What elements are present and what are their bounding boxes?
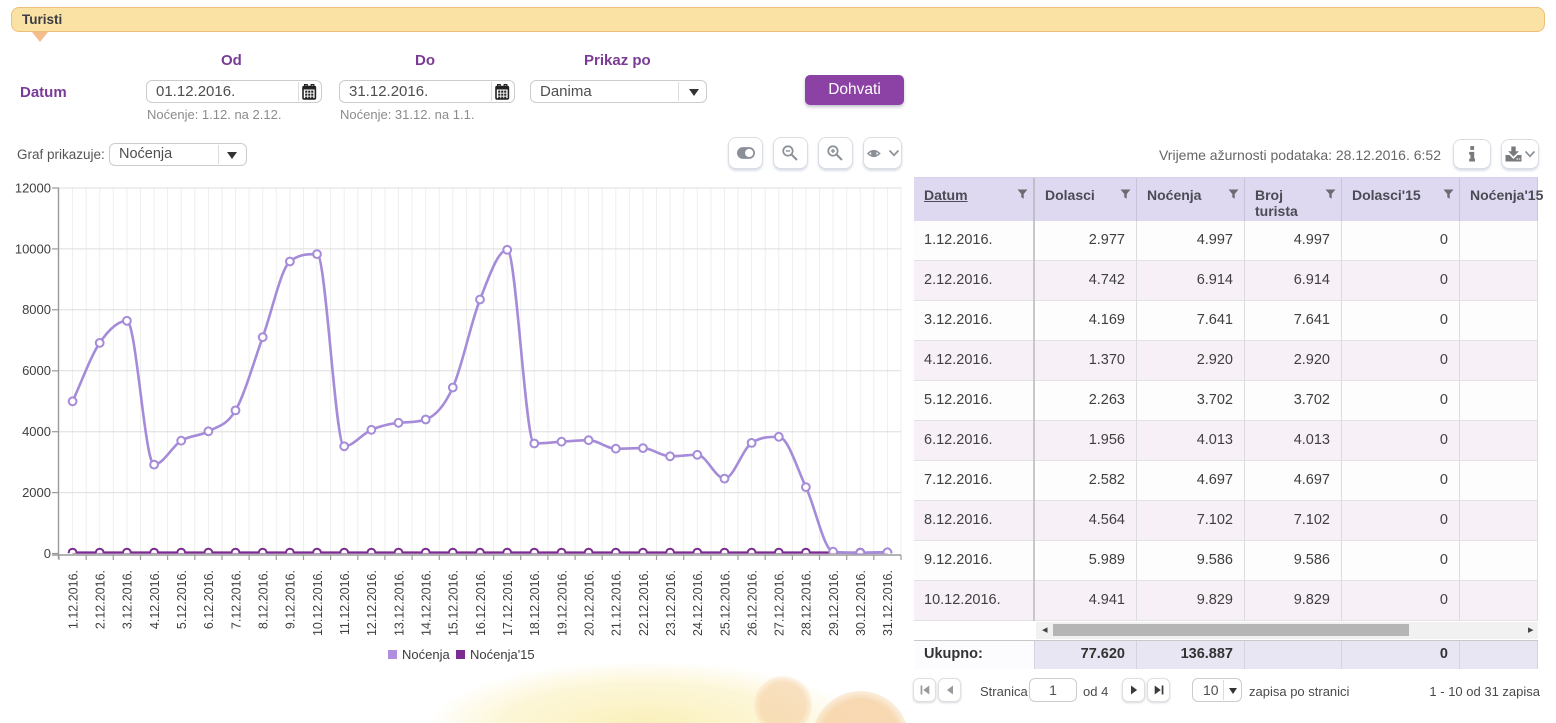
svg-text:16.12.2016.: 16.12.2016. [474,570,488,636]
svg-text:25.12.2016.: 25.12.2016. [718,570,732,636]
svg-text:6.12.2016.: 6.12.2016. [202,570,216,629]
svg-text:24.12.2016.: 24.12.2016. [691,570,705,636]
svg-text:10000: 10000 [15,241,51,256]
svg-text:5.12.2016.: 5.12.2016. [175,570,189,629]
svg-text:4000: 4000 [22,424,51,439]
svg-text:18.12.2016.: 18.12.2016. [528,570,542,636]
svg-text:23.12.2016.: 23.12.2016. [664,570,678,636]
svg-text:26.12.2016.: 26.12.2016. [745,570,759,636]
svg-text:20.12.2016.: 20.12.2016. [582,570,596,636]
svg-text:2000: 2000 [22,485,51,500]
svg-text:12000: 12000 [15,180,51,195]
svg-text:1.12.2016.: 1.12.2016. [66,570,80,629]
svg-text:10.12.2016.: 10.12.2016. [311,570,325,636]
svg-text:12.12.2016.: 12.12.2016. [365,570,379,636]
svg-text:21.12.2016.: 21.12.2016. [610,570,624,636]
svg-text:29.12.2016.: 29.12.2016. [827,570,841,636]
svg-text:6000: 6000 [22,363,51,378]
svg-text:13.12.2016.: 13.12.2016. [392,570,406,636]
svg-text:3.12.2016.: 3.12.2016. [121,570,135,629]
svg-text:22.12.2016.: 22.12.2016. [637,570,651,636]
svg-text:7.12.2016.: 7.12.2016. [229,570,243,629]
svg-text:8000: 8000 [22,302,51,317]
svg-text:15.12.2016.: 15.12.2016. [447,570,461,636]
svg-text:11.12.2016.: 11.12.2016. [338,570,352,635]
svg-text:27.12.2016.: 27.12.2016. [773,570,787,636]
svg-text:0: 0 [44,546,51,561]
svg-text:14.12.2016.: 14.12.2016. [420,570,434,636]
svg-text:17.12.2016.: 17.12.2016. [501,570,515,636]
svg-text:4.12.2016.: 4.12.2016. [148,570,162,629]
svg-text:2.12.2016.: 2.12.2016. [94,570,108,629]
svg-text:30.12.2016.: 30.12.2016. [854,570,868,636]
svg-text:28.12.2016.: 28.12.2016. [800,570,814,636]
svg-text:8.12.2016.: 8.12.2016. [257,570,271,629]
svg-text:31.12.2016.: 31.12.2016. [881,570,895,636]
svg-text:9.12.2016.: 9.12.2016. [284,570,298,629]
svg-text:19.12.2016.: 19.12.2016. [555,570,569,636]
